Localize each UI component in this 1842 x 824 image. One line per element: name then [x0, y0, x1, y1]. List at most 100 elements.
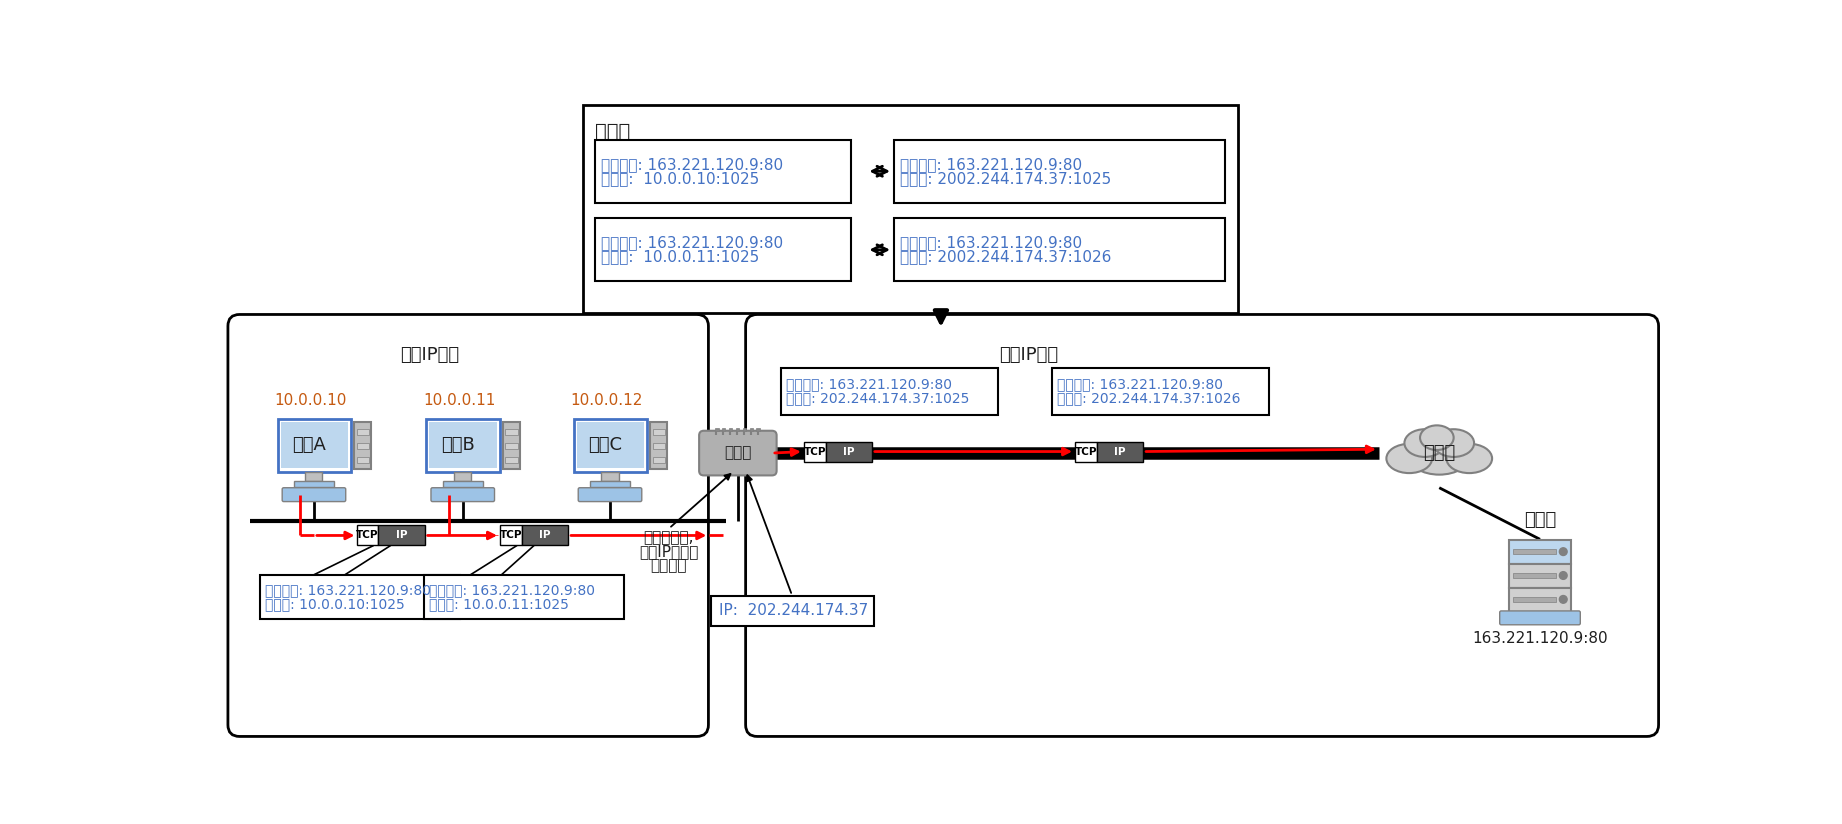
- FancyBboxPatch shape: [711, 596, 873, 626]
- FancyBboxPatch shape: [735, 428, 739, 431]
- Text: 源地址: 10.0.0.11:1025: 源地址: 10.0.0.11:1025: [429, 597, 569, 611]
- Ellipse shape: [1387, 444, 1431, 473]
- Text: 163.221.120.9:80: 163.221.120.9:80: [1472, 631, 1608, 646]
- Text: 10.0.0.11: 10.0.0.11: [424, 393, 495, 409]
- FancyBboxPatch shape: [746, 315, 1658, 737]
- Ellipse shape: [1404, 429, 1446, 457]
- FancyBboxPatch shape: [503, 422, 519, 469]
- FancyBboxPatch shape: [750, 428, 753, 431]
- FancyBboxPatch shape: [306, 471, 322, 480]
- Text: 源地址: 202.244.174.37:1025: 源地址: 202.244.174.37:1025: [787, 391, 969, 405]
- FancyBboxPatch shape: [757, 428, 761, 431]
- Text: TCP: TCP: [1074, 447, 1098, 456]
- FancyBboxPatch shape: [260, 575, 460, 620]
- FancyBboxPatch shape: [803, 442, 825, 461]
- Text: 目的地址: 163.221.120.9:80: 目的地址: 163.221.120.9:80: [787, 377, 952, 391]
- FancyBboxPatch shape: [573, 419, 647, 471]
- Text: IP: IP: [844, 447, 855, 456]
- Text: 目的地址: 163.221.120.9:80: 目的地址: 163.221.120.9:80: [265, 583, 431, 597]
- Circle shape: [1560, 548, 1568, 555]
- Text: 10.0.0.12: 10.0.0.12: [571, 393, 643, 409]
- FancyBboxPatch shape: [589, 480, 630, 487]
- FancyBboxPatch shape: [602, 471, 619, 480]
- FancyBboxPatch shape: [357, 429, 368, 435]
- Text: TCP: TCP: [803, 447, 825, 456]
- Ellipse shape: [1446, 444, 1492, 473]
- FancyBboxPatch shape: [521, 526, 567, 545]
- FancyBboxPatch shape: [895, 218, 1225, 281]
- FancyBboxPatch shape: [505, 457, 518, 463]
- Ellipse shape: [1433, 429, 1474, 457]
- FancyBboxPatch shape: [429, 422, 497, 469]
- FancyBboxPatch shape: [1076, 442, 1096, 461]
- FancyBboxPatch shape: [595, 140, 851, 203]
- Ellipse shape: [1407, 436, 1470, 475]
- Text: 源地址:  10.0.0.10:1025: 源地址: 10.0.0.10:1025: [600, 171, 759, 185]
- FancyBboxPatch shape: [1512, 574, 1555, 578]
- FancyBboxPatch shape: [742, 428, 746, 431]
- Text: 源地址: 2002.244.174.37:1025: 源地址: 2002.244.174.37:1025: [901, 171, 1111, 185]
- FancyBboxPatch shape: [652, 429, 665, 435]
- Text: 的源地址: 的源地址: [650, 558, 687, 573]
- FancyBboxPatch shape: [577, 422, 645, 469]
- Text: 10.0.0.10: 10.0.0.10: [274, 393, 346, 409]
- FancyBboxPatch shape: [431, 488, 494, 502]
- FancyBboxPatch shape: [1509, 540, 1571, 564]
- Text: TCP: TCP: [499, 531, 521, 541]
- FancyBboxPatch shape: [781, 368, 998, 414]
- FancyBboxPatch shape: [426, 419, 499, 471]
- FancyBboxPatch shape: [499, 526, 521, 545]
- Text: 主机C: 主机C: [588, 437, 623, 454]
- FancyBboxPatch shape: [652, 443, 665, 449]
- FancyBboxPatch shape: [650, 422, 667, 469]
- FancyBboxPatch shape: [1509, 564, 1571, 588]
- FancyBboxPatch shape: [1512, 597, 1555, 602]
- FancyBboxPatch shape: [357, 457, 368, 463]
- FancyBboxPatch shape: [280, 422, 348, 469]
- FancyBboxPatch shape: [1499, 611, 1580, 625]
- Text: 路由器: 路由器: [724, 446, 752, 461]
- Text: 转换表: 转换表: [595, 122, 630, 141]
- Circle shape: [1560, 572, 1568, 579]
- FancyBboxPatch shape: [1052, 368, 1269, 414]
- Ellipse shape: [1420, 425, 1453, 450]
- Text: 目的地址: 163.221.120.9:80: 目的地址: 163.221.120.9:80: [1057, 377, 1223, 391]
- Text: 目的地址: 163.221.120.9:80: 目的地址: 163.221.120.9:80: [600, 236, 783, 250]
- FancyBboxPatch shape: [722, 428, 726, 431]
- FancyBboxPatch shape: [578, 488, 641, 502]
- Text: IP:  202.244.174.37: IP: 202.244.174.37: [718, 603, 868, 619]
- FancyBboxPatch shape: [825, 442, 871, 461]
- Text: IP: IP: [1114, 447, 1125, 456]
- Text: 源地址:  10.0.0.11:1025: 源地址: 10.0.0.11:1025: [600, 249, 759, 265]
- FancyBboxPatch shape: [715, 428, 718, 431]
- FancyBboxPatch shape: [354, 422, 372, 469]
- FancyBboxPatch shape: [424, 575, 624, 620]
- Text: 广域网: 广域网: [1424, 444, 1455, 462]
- Text: 服务器: 服务器: [1523, 512, 1556, 529]
- Text: 主机B: 主机B: [442, 437, 475, 454]
- FancyBboxPatch shape: [378, 526, 426, 545]
- FancyBboxPatch shape: [357, 443, 368, 449]
- Text: TCP: TCP: [356, 531, 379, 541]
- Text: IP: IP: [396, 531, 407, 541]
- FancyBboxPatch shape: [895, 140, 1225, 203]
- Text: 源地址: 2002.244.174.37:1026: 源地址: 2002.244.174.37:1026: [901, 249, 1111, 265]
- FancyBboxPatch shape: [505, 429, 518, 435]
- Text: 根据转换表,: 根据转换表,: [643, 530, 694, 545]
- FancyBboxPatch shape: [652, 457, 665, 463]
- FancyBboxPatch shape: [1096, 442, 1144, 461]
- FancyBboxPatch shape: [1509, 588, 1571, 611]
- FancyBboxPatch shape: [295, 480, 333, 487]
- FancyBboxPatch shape: [228, 315, 709, 737]
- FancyBboxPatch shape: [729, 428, 733, 431]
- FancyBboxPatch shape: [582, 105, 1238, 313]
- Text: 源地址: 10.0.0.10:1025: 源地址: 10.0.0.10:1025: [265, 597, 405, 611]
- FancyBboxPatch shape: [442, 480, 483, 487]
- FancyBboxPatch shape: [455, 471, 472, 480]
- Text: 私有IP地址: 私有IP地址: [400, 346, 459, 364]
- Text: IP: IP: [540, 531, 551, 541]
- Circle shape: [1560, 596, 1568, 603]
- FancyBboxPatch shape: [595, 218, 851, 281]
- FancyBboxPatch shape: [357, 526, 378, 545]
- Text: 目的地址: 163.221.120.9:80: 目的地址: 163.221.120.9:80: [901, 157, 1081, 172]
